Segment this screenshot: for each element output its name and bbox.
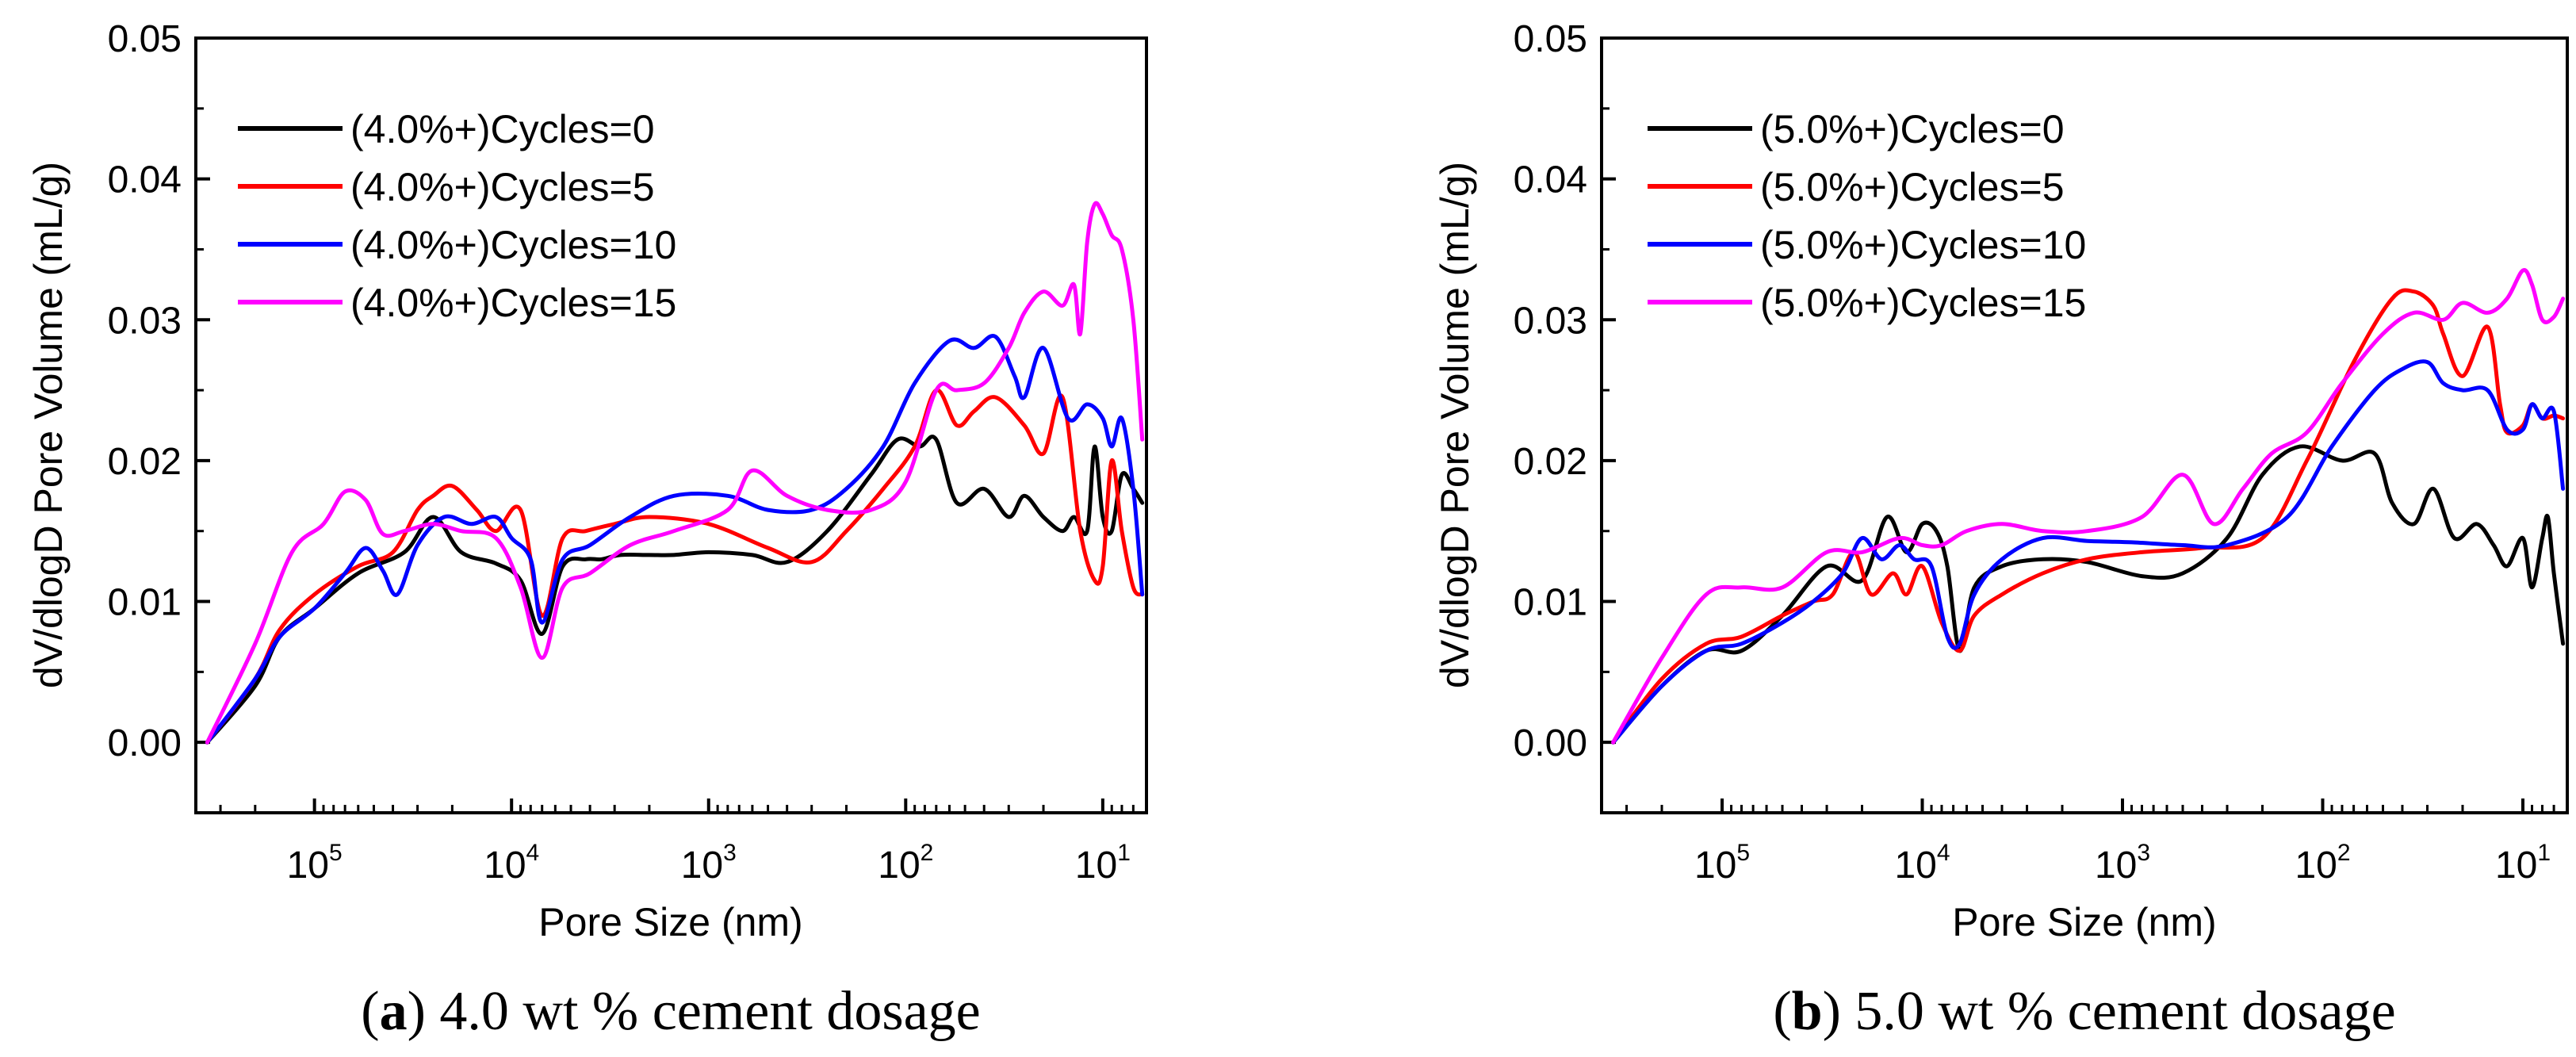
legend-label: (5.0%+)Cycles=0 <box>1760 107 2065 151</box>
caption-a: (a) 4.0 wt % cement dosage <box>361 981 980 1042</box>
x-tick-label: 105 <box>1694 840 1750 887</box>
x-tick-exponent: 1 <box>1117 840 1131 866</box>
x-tick-exponent: 4 <box>526 840 540 866</box>
x-axis: 105 104 103 102 101 <box>1600 798 2569 887</box>
series-line-2 <box>1611 359 2566 745</box>
x-tick-label: 102 <box>878 840 933 887</box>
x-tick-exponent: 5 <box>329 840 343 866</box>
x-tick-base: 10 <box>2495 844 2537 887</box>
x-tick-base: 10 <box>484 844 526 887</box>
legend-label: (4.0%+)Cycles=15 <box>350 281 676 325</box>
legend-label: (5.0%+)Cycles=15 <box>1760 281 2086 325</box>
x-tick-exponent: 2 <box>2337 840 2351 866</box>
y-tick-label: 0.00 <box>108 722 182 764</box>
x-tick-exponent: 5 <box>1736 840 1750 866</box>
chart-panel-b: 0.000.010.020.030.040.05 105 104 103 102 101… <box>1433 18 2569 1042</box>
x-tick-exponent: 1 <box>2537 840 2551 866</box>
x-tick-exponent: 4 <box>1937 840 1950 866</box>
y-tick-label: 0.02 <box>108 441 182 483</box>
x-tick-label: 103 <box>2095 840 2150 887</box>
y-axis: 0.00 0.01 0.02 0.03 0.04 0.05 <box>108 18 210 764</box>
caption-text-a: 4.0 wt % cement dosage <box>426 981 981 1042</box>
y-tick-label: 0.04 <box>1514 159 1587 201</box>
plot-frame <box>1600 36 2569 814</box>
legend-label: (4.0%+)Cycles=5 <box>350 165 655 209</box>
y-axis-label: dV/dlogD Pore Volume (mL/g) <box>26 162 71 688</box>
y-axis: 0.00 0.01 0.02 0.03 0.04 0.05 <box>1514 18 1616 764</box>
y-tick-label: 0.01 <box>108 582 182 624</box>
legend-label: (4.0%+)Cycles=0 <box>350 107 655 151</box>
x-axis-label: Pore Size (nm) <box>1952 900 2216 944</box>
caption-b: (b) 5.0 wt % cement dosage <box>1773 981 2395 1042</box>
series-line-0 <box>1611 444 2566 745</box>
legend: (4.0%+)Cycles=0 (4.0%+)Cycles=5 (4.0%+)Cyc… <box>238 107 676 325</box>
y-tick-label: 0.05 <box>108 18 182 60</box>
legend-label: (5.0%+)Cycles=10 <box>1760 223 2086 267</box>
x-tick-base: 10 <box>287 844 329 887</box>
caption-letter-a: a <box>380 981 408 1042</box>
x-tick-label: 102 <box>2295 840 2350 887</box>
series-line-3 <box>1611 268 2566 745</box>
y-tick-label: 0.05 <box>1514 18 1587 60</box>
x-tick-base: 10 <box>2295 844 2337 887</box>
caption-letter-b: b <box>1792 981 1823 1042</box>
x-tick-base: 10 <box>2095 844 2137 887</box>
x-tick-base: 10 <box>1075 844 1117 887</box>
x-tick-label: 104 <box>1894 840 1950 887</box>
legend-label: (5.0%+)Cycles=5 <box>1760 165 2065 209</box>
x-tick-base: 10 <box>878 844 920 887</box>
x-tick-exponent: 3 <box>723 840 737 866</box>
x-tick-base: 10 <box>1894 844 1936 887</box>
series-line-0 <box>205 435 1145 745</box>
y-tick-label: 0.00 <box>1514 722 1587 764</box>
series-lines <box>205 201 1145 745</box>
x-tick-exponent: 3 <box>2137 840 2150 866</box>
series-line-1 <box>205 388 1145 745</box>
caption-text-b: 5.0 wt % cement dosage <box>1841 981 2396 1042</box>
series-lines <box>1611 268 2566 745</box>
legend-label: (4.0%+)Cycles=10 <box>350 223 676 267</box>
x-axis-label: Pore Size (nm) <box>538 900 802 944</box>
series-line-2 <box>205 334 1145 745</box>
legend: (5.0%+)Cycles=0 (5.0%+)Cycles=5 (5.0%+)Cyc… <box>1648 107 2086 325</box>
plot-frame <box>194 36 1148 814</box>
x-axis: 105 104 103 102 101 <box>194 798 1148 887</box>
y-tick-label: 0.03 <box>108 300 182 342</box>
chart-panel-a: 0.000.010.020.030.040.05 105 104 103 102 101… <box>26 18 1148 1042</box>
y-tick-label: 0.03 <box>1514 300 1587 342</box>
x-tick-base: 10 <box>681 844 723 887</box>
y-axis-label: dV/dlogD Pore Volume (mL/g) <box>1433 162 1477 688</box>
x-tick-exponent: 2 <box>921 840 934 866</box>
y-tick-label: 0.01 <box>1514 582 1587 624</box>
series-line-1 <box>1611 288 2566 745</box>
x-tick-label: 104 <box>484 840 539 887</box>
x-tick-base: 10 <box>1694 844 1736 887</box>
y-tick-label: 0.02 <box>1514 441 1587 483</box>
x-tick-label: 101 <box>1075 840 1131 887</box>
x-tick-label: 105 <box>287 840 343 887</box>
x-tick-label: 103 <box>681 840 737 887</box>
y-tick-label: 0.04 <box>108 159 182 201</box>
x-tick-label: 101 <box>2495 840 2551 887</box>
series-line-3 <box>205 201 1145 745</box>
